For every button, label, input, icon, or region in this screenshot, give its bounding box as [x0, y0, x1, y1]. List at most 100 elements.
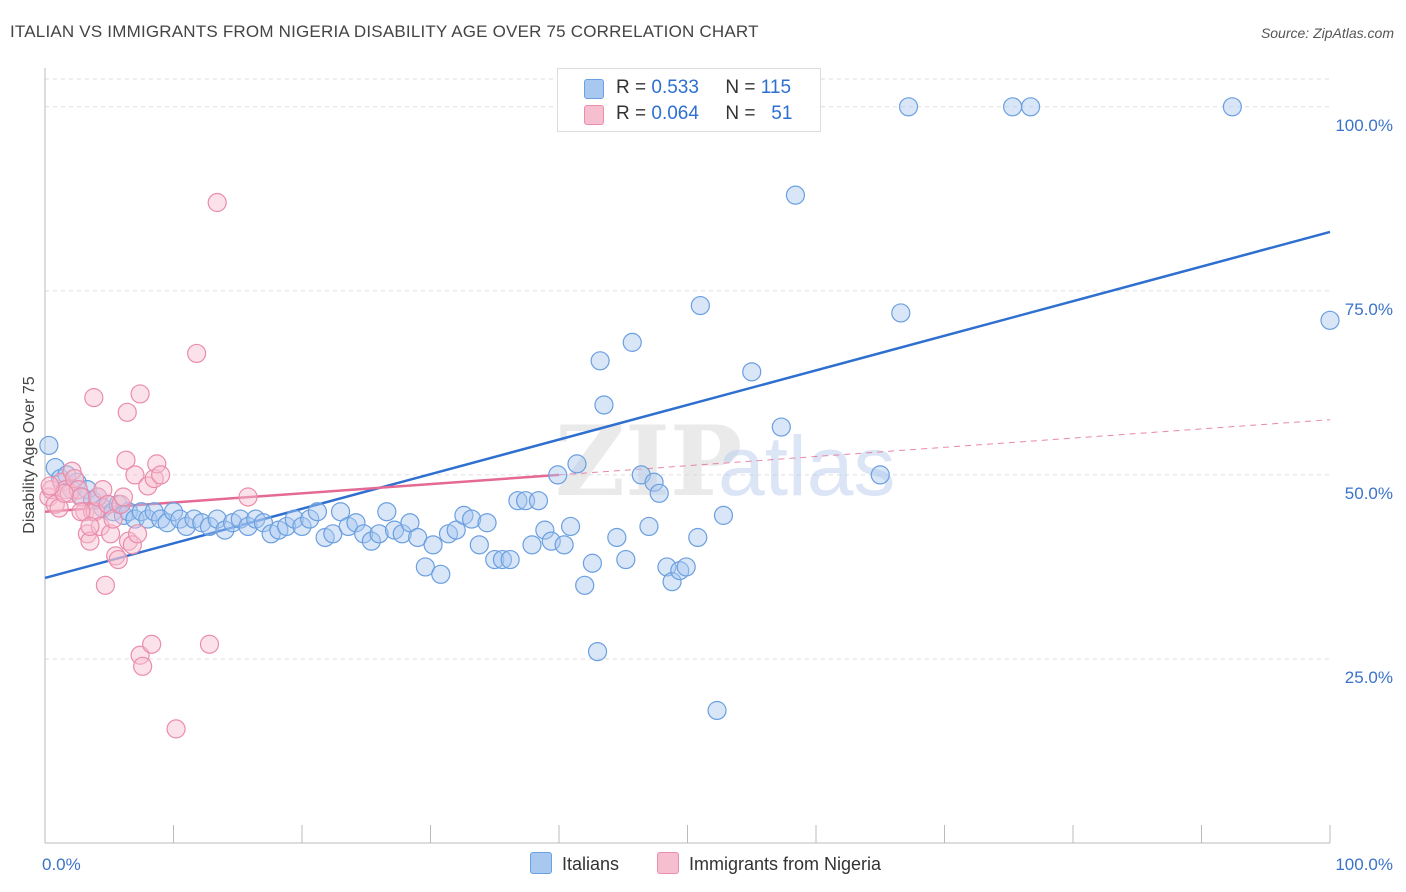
- italians-point: [1020, 97, 1041, 117]
- source-label: Source: ZipAtlas.com: [1260, 25, 1394, 41]
- nigeria-point: [80, 531, 100, 551]
- italians-point: [541, 531, 561, 551]
- nigeria-point: [64, 468, 85, 489]
- italians-r-value: 0.533: [651, 77, 699, 98]
- italians-n-label: N =: [725, 77, 756, 98]
- nigeria-n-value: 51: [771, 103, 793, 124]
- x-tick-label-max: 100.0%: [1335, 855, 1393, 874]
- italians-point: [522, 535, 542, 555]
- nigeria-point: [71, 502, 91, 522]
- italians-point: [771, 417, 791, 437]
- italians-point: [582, 553, 603, 573]
- nigeria-point: [147, 454, 167, 474]
- italians-point: [346, 513, 366, 533]
- italians-point: [492, 549, 513, 570]
- italians-point: [238, 516, 258, 537]
- italians-point: [354, 524, 374, 544]
- nigeria-point: [103, 509, 123, 529]
- italians-point: [622, 332, 642, 352]
- nigeria-point: [151, 465, 171, 485]
- italians-point: [253, 513, 274, 533]
- nigeria-point: [40, 476, 60, 496]
- data-points: [39, 97, 1340, 739]
- italians-point: [554, 535, 574, 555]
- axes: [44, 68, 1331, 844]
- y-tick-label: 25.0%: [1345, 668, 1393, 687]
- italians-point: [307, 502, 328, 522]
- italians-point: [300, 509, 320, 529]
- italians-point: [657, 557, 677, 577]
- nigeria-point: [93, 480, 113, 500]
- italians-point: [616, 549, 636, 570]
- italians-point: [323, 524, 343, 544]
- nigeria-point: [84, 388, 104, 408]
- nigeria-point: [113, 487, 133, 507]
- italians-point: [408, 527, 428, 548]
- italians-point: [891, 303, 911, 323]
- nigeria-point: [130, 645, 150, 665]
- italians-point: [39, 435, 59, 456]
- italians-r-label: R =: [616, 77, 647, 98]
- nigeria-swatch: [584, 105, 604, 125]
- italians-point: [567, 454, 587, 474]
- italians-point: [415, 557, 435, 577]
- italians-point: [469, 535, 489, 555]
- italians-point: [535, 520, 555, 540]
- italians-point: [462, 509, 482, 529]
- italians-point: [477, 513, 497, 533]
- nigeria-point: [116, 450, 136, 470]
- italians-point: [276, 516, 297, 537]
- italians-point: [690, 295, 710, 316]
- nigeria-trend-line: [44, 473, 560, 513]
- nigeria-point: [108, 549, 128, 570]
- nigeria-point: [106, 546, 126, 566]
- italians-point: [575, 575, 595, 595]
- nigeria-point: [144, 468, 164, 489]
- italians-point: [446, 520, 466, 540]
- nigeria-point: [68, 480, 89, 500]
- nigeria-trend-extension: [558, 419, 1331, 476]
- nigeria-point: [122, 535, 142, 555]
- italians-point: [176, 516, 196, 537]
- italians-point: [707, 700, 727, 721]
- italians-point: [284, 509, 304, 529]
- y-tick-label: 50.0%: [1345, 484, 1393, 503]
- italians-point: [528, 491, 549, 511]
- italians-point: [560, 516, 581, 537]
- italians-point: [500, 549, 520, 570]
- italians-point: [207, 509, 227, 529]
- nigeria-point: [80, 516, 100, 537]
- nigeria-point: [100, 524, 121, 544]
- nigeria-point: [95, 575, 115, 595]
- italians-point: [170, 509, 190, 529]
- italians-point: [330, 502, 351, 522]
- nigeria-point: [127, 524, 148, 544]
- italians-point: [1003, 97, 1023, 117]
- bottom-legend-italians: Italians: [530, 852, 619, 875]
- tick-labels: 25.0% 50.0% 75.0% 100.0% 0.0% 100.0%: [42, 116, 1393, 874]
- italians-point: [1320, 310, 1340, 330]
- nigeria-r-value: 0.064: [651, 103, 699, 124]
- italians-point: [590, 351, 610, 371]
- italians-point: [1222, 97, 1242, 117]
- watermark-atlas: atlas: [718, 419, 895, 513]
- italians-point: [670, 561, 690, 581]
- nigeria-point: [49, 498, 69, 518]
- italians-n-value: 115: [760, 77, 792, 98]
- y-tick-label: 75.0%: [1345, 300, 1393, 319]
- italians-point: [431, 564, 451, 584]
- italians-point: [361, 531, 381, 551]
- italians-point: [423, 535, 443, 555]
- italians-point: [898, 97, 919, 117]
- italians-point: [587, 641, 608, 662]
- nigeria-r-label: R =: [616, 103, 647, 124]
- nigeria-point: [238, 487, 258, 507]
- italians-swatch: [584, 79, 604, 99]
- nigeria-point: [207, 192, 227, 213]
- italians-point: [369, 524, 389, 544]
- nigeria-point: [125, 465, 145, 485]
- italians-point: [676, 557, 696, 577]
- italians-point: [230, 509, 250, 529]
- nigeria-point: [166, 719, 186, 739]
